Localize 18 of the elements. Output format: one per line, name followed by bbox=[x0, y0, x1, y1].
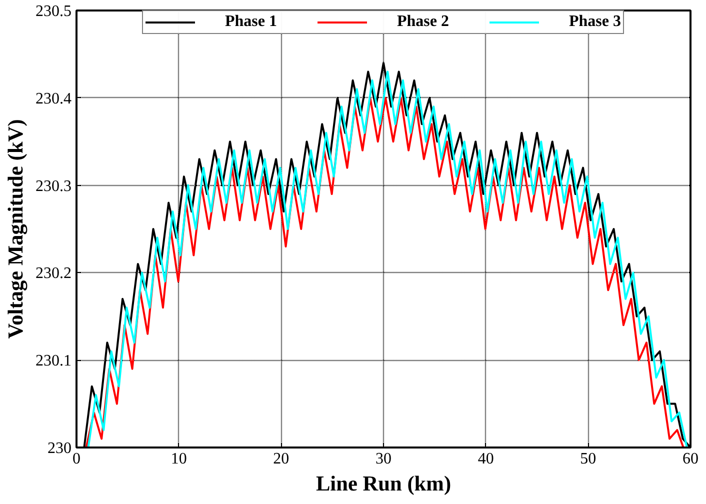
x-tick-label: 50 bbox=[580, 450, 596, 468]
x-tick-label: 10 bbox=[170, 450, 187, 468]
y-tick-label: 230.3 bbox=[36, 178, 72, 195]
y-tick-label: 230.4 bbox=[36, 90, 72, 108]
x-tick-label: 60 bbox=[682, 450, 698, 468]
y-axis-title: Voltage Magnitude (kV) bbox=[4, 119, 28, 339]
legend-label: Phase 3 bbox=[569, 13, 621, 31]
y-tick-label: 230.2 bbox=[36, 265, 72, 282]
y-tick-label: 230.5 bbox=[36, 3, 72, 20]
y-tick-label: 230.1 bbox=[36, 352, 72, 370]
x-tick-label: 40 bbox=[478, 450, 494, 468]
x-tick-label: 20 bbox=[273, 450, 290, 468]
x-tick-label: 0 bbox=[72, 450, 80, 468]
x-axis-title: Line Run (km) bbox=[316, 472, 452, 496]
x-tick-label: 30 bbox=[376, 450, 392, 468]
y-tick-label: 230 bbox=[48, 440, 72, 457]
legend-label: Phase 2 bbox=[397, 13, 449, 31]
legend-label: Phase 1 bbox=[225, 13, 277, 31]
